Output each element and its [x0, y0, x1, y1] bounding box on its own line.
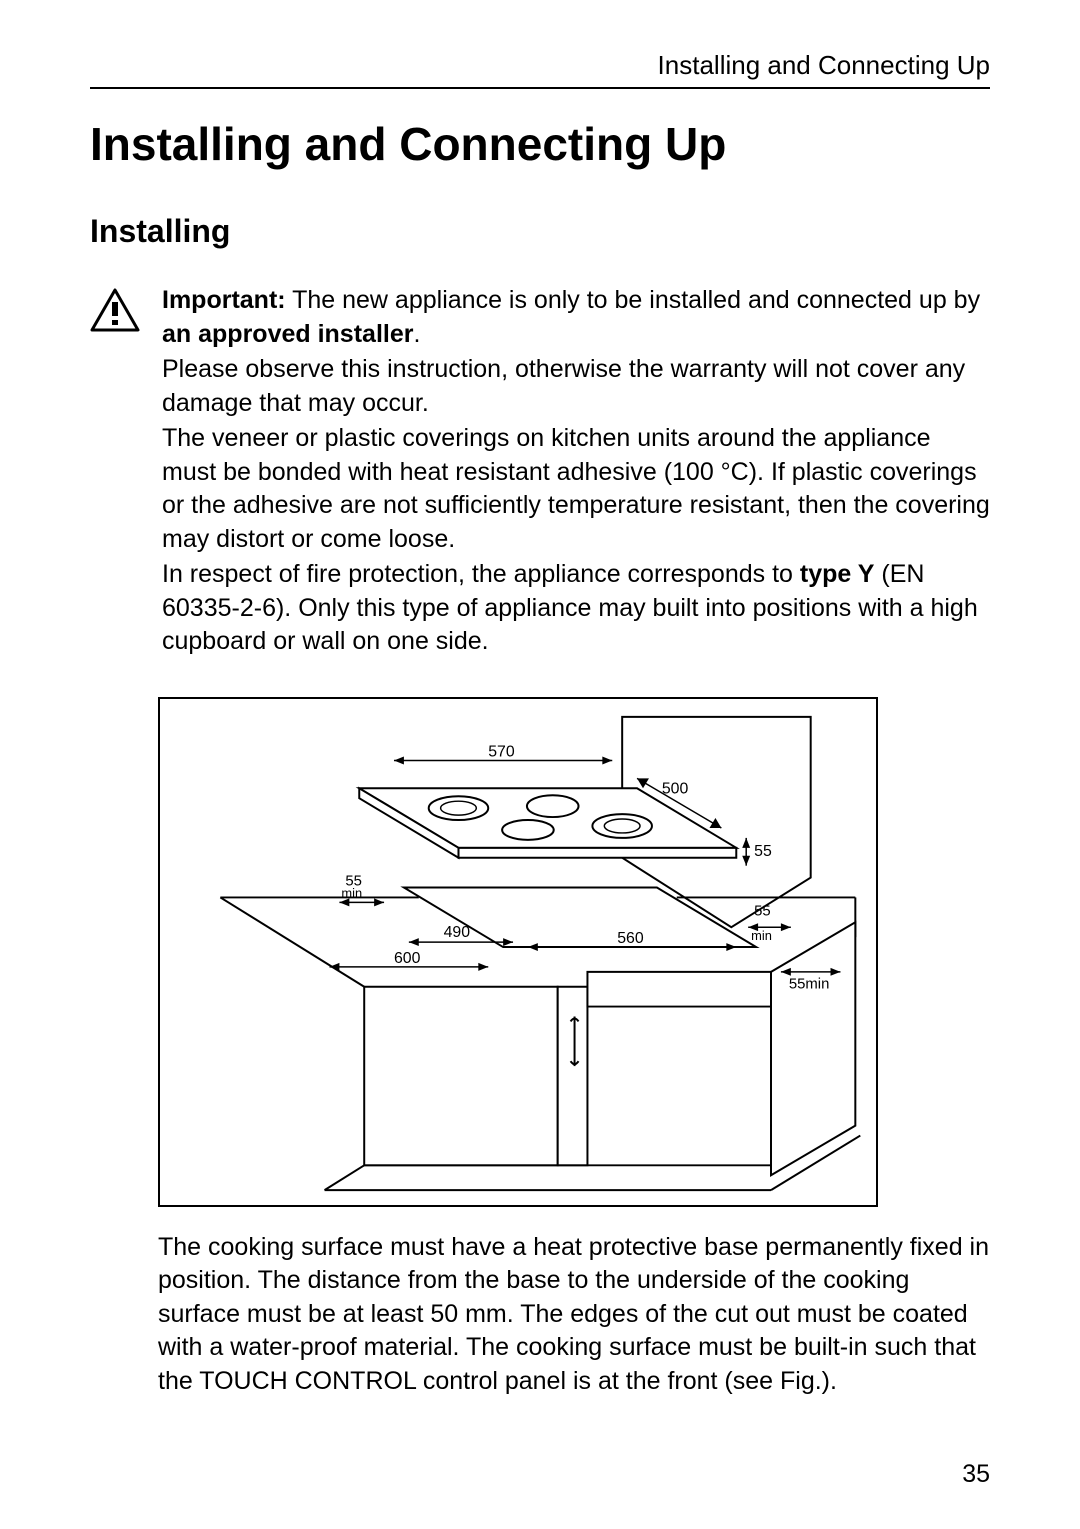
page: Installing and Connecting Up Installing … [0, 0, 1080, 1529]
dim-560: 560 [617, 930, 644, 947]
dim-570: 570 [488, 743, 515, 760]
warning-para-4: In respect of fire protection, the appli… [162, 558, 990, 659]
warning-triangle-icon [90, 288, 140, 337]
dim-600: 600 [394, 949, 421, 966]
warn-line1-tail: . [413, 320, 420, 348]
important-label: Important: [162, 286, 286, 314]
warn4-bold: type Y [800, 560, 875, 588]
page-number: 35 [962, 1460, 990, 1489]
footer-paragraph: The cooking surface must have a heat pro… [158, 1231, 990, 1399]
warning-para-1: Important: The new appliance is only to … [162, 284, 990, 351]
running-header: Installing and Connecting Up [90, 50, 990, 89]
warning-block: Important: The new appliance is only to … [90, 284, 990, 661]
dim-55min-left-min: min [341, 885, 362, 900]
section-heading: Installing [90, 213, 990, 250]
dim-490: 490 [444, 924, 471, 941]
warning-body: Important: The new appliance is only to … [162, 284, 990, 661]
installation-diagram: 570 500 55 55 min [158, 697, 878, 1207]
warn4-a: In respect of fire protection, the appli… [162, 560, 800, 588]
figure-container: 570 500 55 55 min [158, 697, 990, 1207]
page-title: Installing and Connecting Up [90, 117, 990, 171]
warning-para-2: Please observe this instruction, otherwi… [162, 353, 990, 420]
dim-55: 55 [754, 842, 772, 859]
dim-500: 500 [662, 780, 689, 797]
warning-para-3: The veneer or plastic coverings on kitch… [162, 422, 990, 556]
warn-line1-mid: The new appliance is only to be installe… [286, 286, 980, 314]
installer-bold: an approved installer [162, 320, 413, 348]
dim-55min-br: 55min [789, 976, 830, 992]
dim-55min-right-min: min [751, 928, 772, 943]
running-title: Installing and Connecting Up [658, 50, 990, 81]
dim-55min-right-num: 55 [754, 903, 771, 919]
